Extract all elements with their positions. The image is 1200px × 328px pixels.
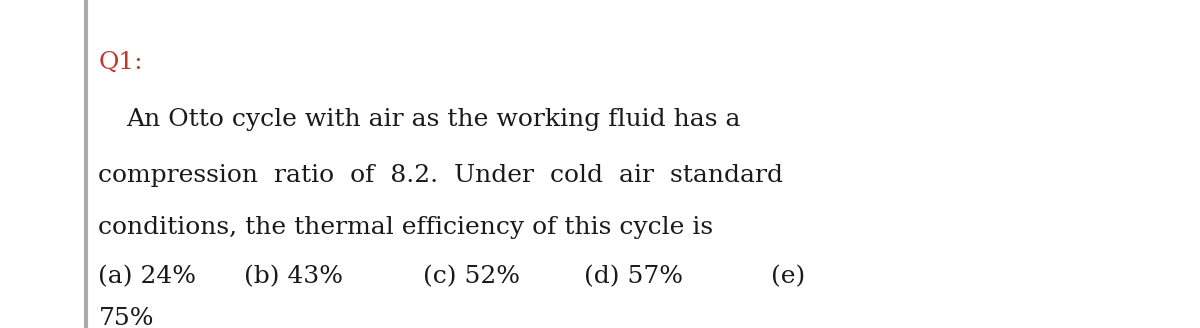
Text: conditions, the thermal efficiency of this cycle is: conditions, the thermal efficiency of th… [98, 216, 714, 239]
Text: (a) 24%      (b) 43%          (c) 52%        (d) 57%           (e): (a) 24% (b) 43% (c) 52% (d) 57% (e) [98, 266, 805, 289]
Text: compression  ratio  of  8.2.  Under  cold  air  standard: compression ratio of 8.2. Under cold air… [98, 164, 784, 187]
Text: Q1:: Q1: [98, 51, 143, 74]
Text: 75%: 75% [98, 307, 154, 328]
Text: An Otto cycle with air as the working fluid has a: An Otto cycle with air as the working fl… [126, 108, 740, 131]
